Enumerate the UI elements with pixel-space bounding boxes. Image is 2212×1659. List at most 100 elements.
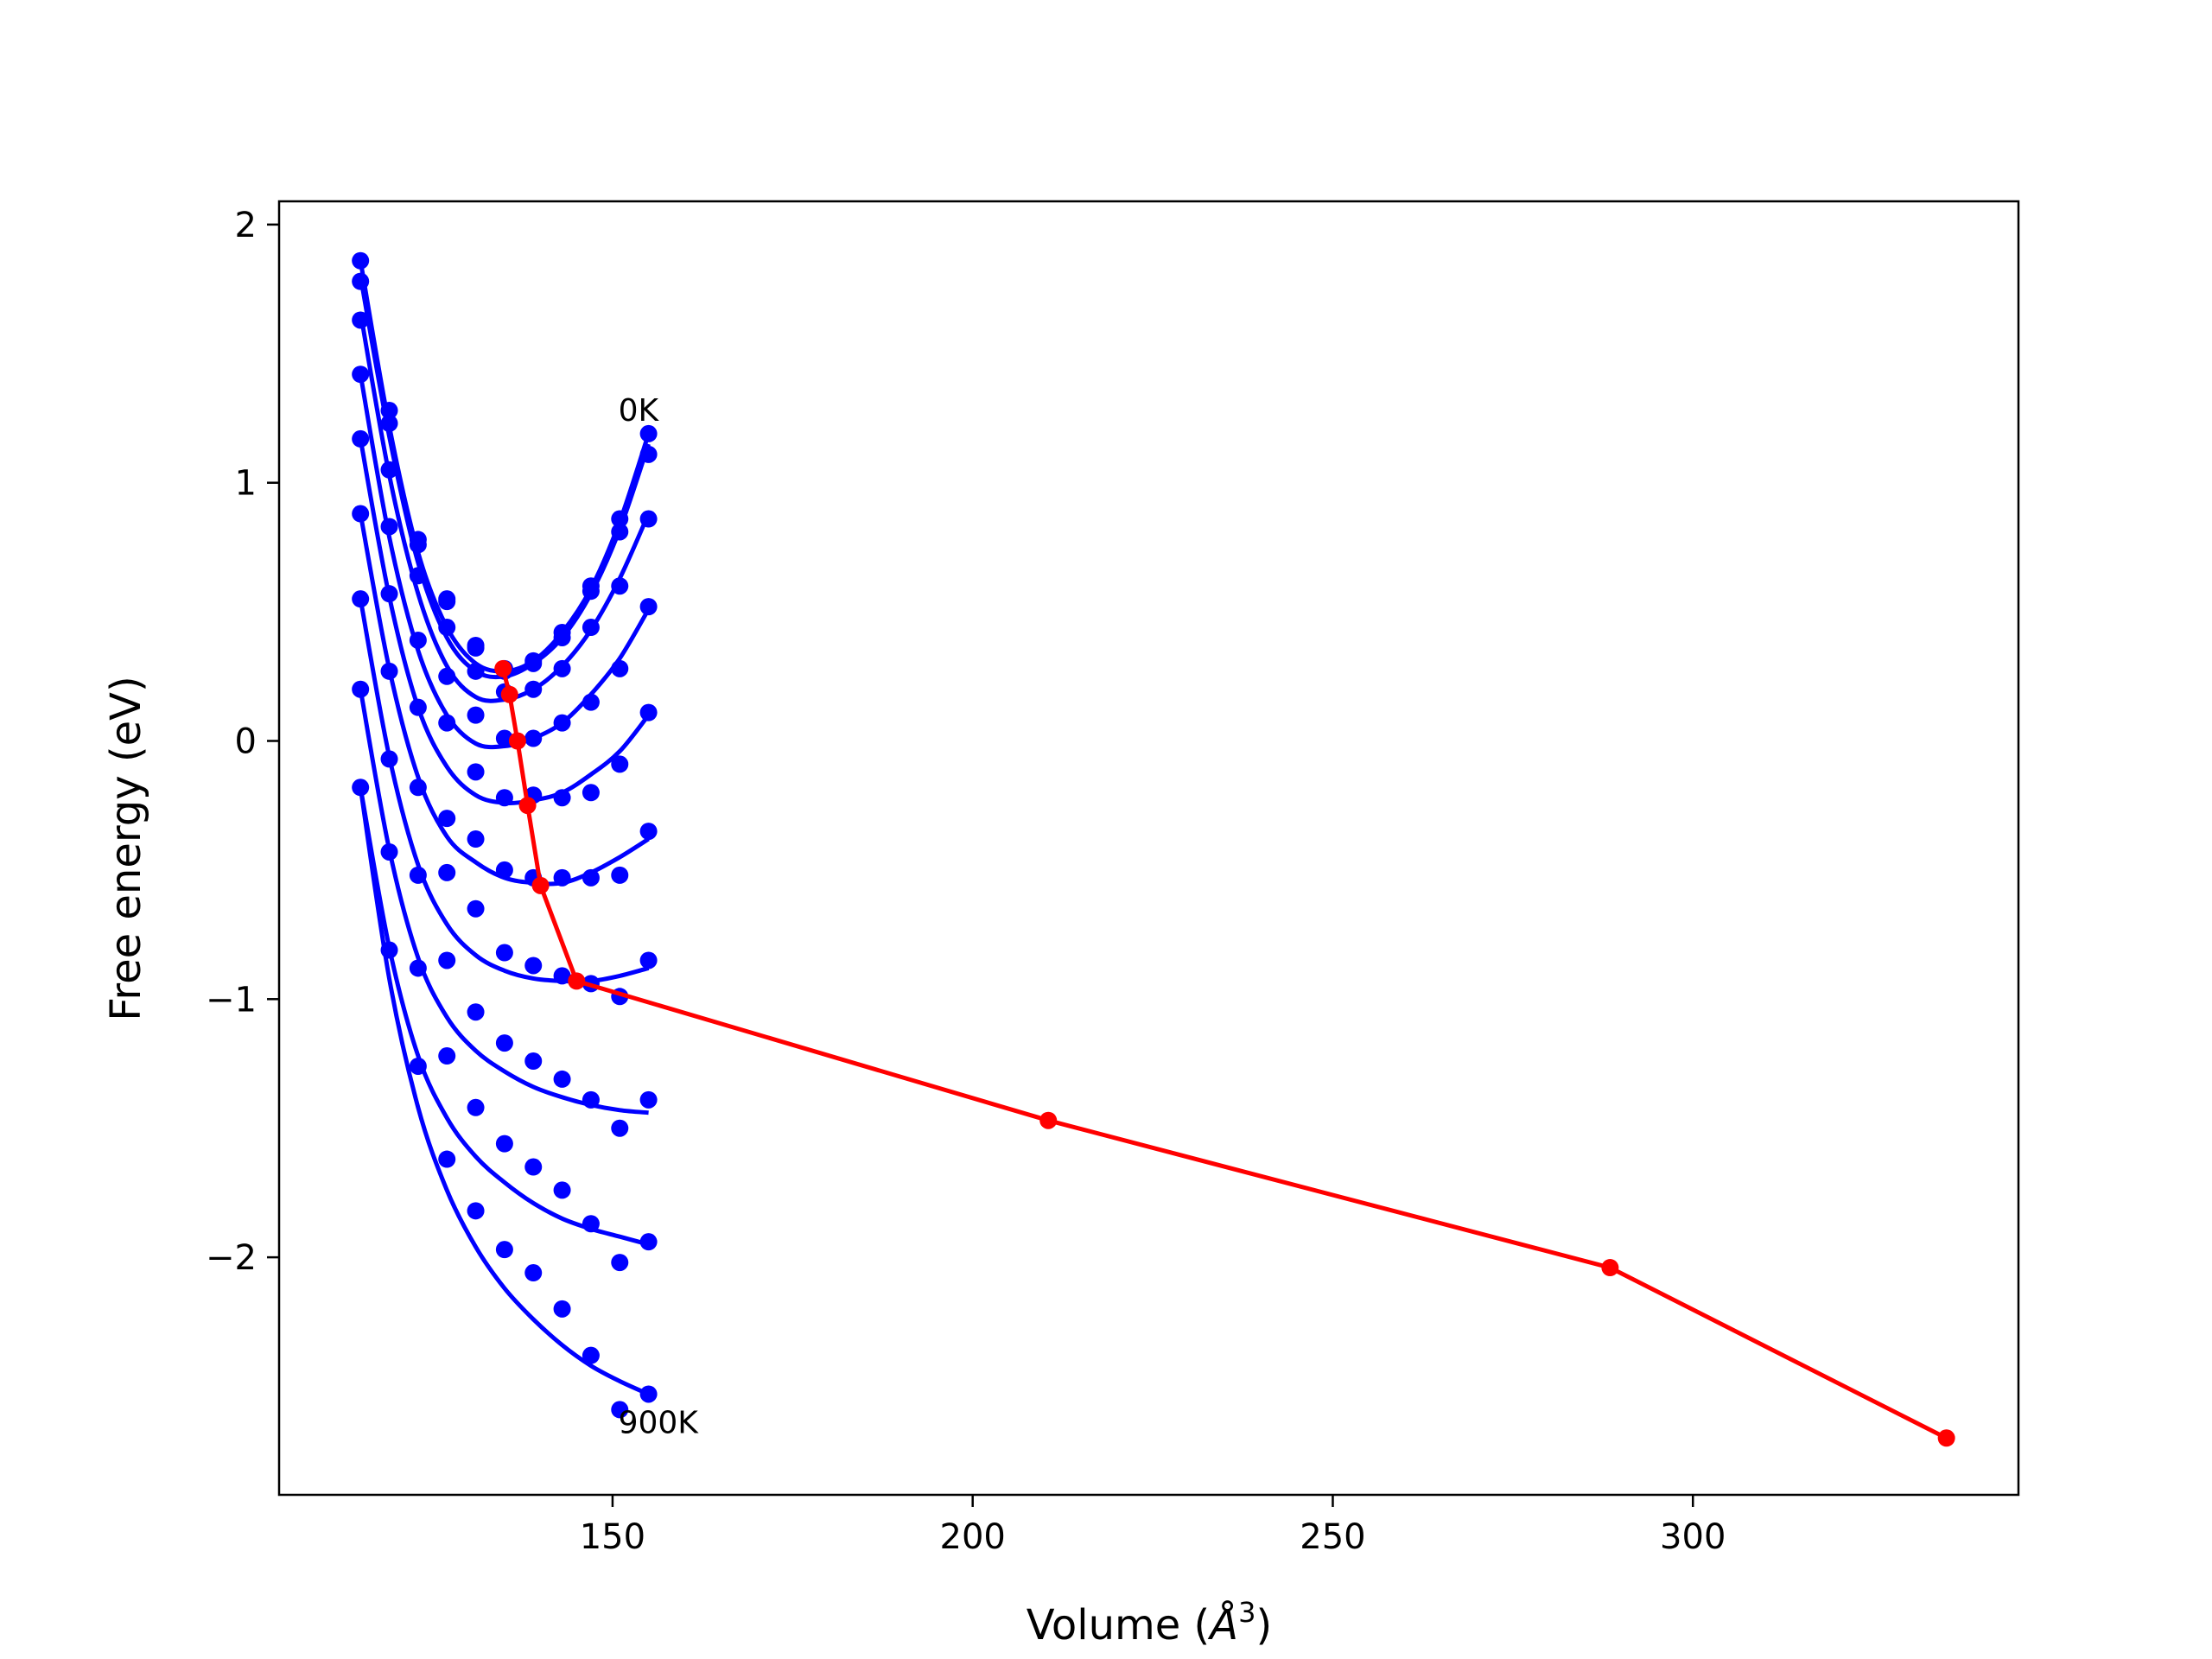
x-tick-label: 200	[940, 1517, 1006, 1557]
isotherm-data-point	[467, 1202, 485, 1220]
isotherm-data-point	[438, 1150, 456, 1168]
isotherm-data-point	[611, 659, 629, 677]
isotherm-data-point	[582, 868, 600, 887]
plot-content	[352, 251, 1955, 1447]
isotherm-data-point	[438, 810, 456, 828]
annotations: 0K 900K	[619, 393, 700, 1440]
isotherm-data-point	[438, 714, 456, 732]
isotherm-fit-curve	[358, 786, 650, 1396]
minimum-path-point	[568, 972, 586, 990]
isotherm-data-point	[409, 959, 427, 977]
minimum-path-point	[500, 685, 518, 703]
isotherm-data-point	[582, 1215, 600, 1233]
isotherm-data-point	[582, 784, 600, 802]
isotherm-data-point	[639, 1233, 658, 1251]
isotherm-data-point	[467, 1003, 485, 1021]
isotherm-data-point	[467, 662, 485, 680]
y-tick-label: −1	[206, 980, 257, 1020]
isotherm-data-point	[611, 577, 629, 595]
isotherm-data-point	[380, 585, 398, 603]
isotherm-data-point	[611, 866, 629, 884]
isotherm-data-point	[409, 567, 427, 585]
x-tick-label: 150	[580, 1517, 645, 1557]
isotherm-data-point	[582, 1090, 600, 1109]
plot-frame	[277, 200, 2020, 1497]
x-tick-label: 250	[1300, 1517, 1365, 1557]
minimum-path-line	[500, 668, 1948, 1440]
isotherm-data-point	[467, 763, 485, 781]
isotherm-data-point	[639, 424, 658, 442]
isotherm-data-point	[467, 830, 485, 849]
isotherm-data-point	[352, 311, 370, 329]
isotherm-data-point	[352, 505, 370, 523]
y-tick-label: 2	[235, 206, 257, 245]
isotherm-data-point	[467, 899, 485, 918]
isotherm-data-point	[639, 598, 658, 616]
isotherm-data-point	[553, 967, 571, 985]
isotherm-data-point	[553, 659, 571, 677]
isotherm-data-point	[495, 861, 513, 879]
isotherm-fit-curve	[358, 312, 651, 703]
isotherm-data-point	[639, 703, 658, 721]
isotherm-data-point	[524, 654, 543, 672]
isotherm-data-point	[409, 1057, 427, 1075]
isotherm-data-point	[380, 662, 398, 680]
isotherm-data-point	[380, 842, 398, 861]
isotherm-data-point	[639, 951, 658, 969]
y-axis: 2 1 0 −1 −2	[206, 206, 279, 1278]
isotherm-data-point	[409, 631, 427, 649]
minimum-path-point	[494, 659, 512, 677]
isotherm-data-point	[380, 750, 398, 768]
isotherm-data-point	[553, 714, 571, 732]
x-axis: 150 200 250 300	[580, 1495, 1726, 1557]
isotherm-data-point	[582, 619, 600, 637]
minimum-path-point	[1601, 1259, 1619, 1277]
isotherm-data-point	[524, 680, 543, 698]
x-axis-label: Volume (Å3)	[1027, 1596, 1272, 1649]
minimum-path-point	[1039, 1111, 1058, 1129]
minimum-path-point	[508, 732, 526, 750]
isotherm-data-point	[409, 779, 427, 797]
isotherm-data-point	[639, 1090, 658, 1109]
isotherm-fit-curve	[358, 438, 651, 805]
isotherm-data-point	[495, 1135, 513, 1153]
isotherm-data-point	[352, 590, 370, 608]
isotherm-data-point	[495, 1241, 513, 1259]
isotherm-data-point	[553, 789, 571, 807]
isotherm-fit-curve	[358, 276, 651, 680]
isotherm-data-point	[467, 706, 485, 724]
isotherm-data-point	[639, 1385, 658, 1403]
isotherm-fit-curve	[358, 373, 651, 750]
minimum-path-point	[1937, 1429, 1955, 1447]
isotherm-data-point	[409, 866, 427, 884]
isotherm-data-point	[611, 523, 629, 541]
isotherm-data-point	[380, 414, 398, 432]
y-axis-label: Free energy (eV)	[102, 676, 150, 1020]
minimum-path-point	[531, 876, 550, 894]
isotherm-data-point	[553, 1070, 571, 1088]
isotherm-data-point	[582, 693, 600, 711]
isotherm-data-point	[639, 445, 658, 463]
isotherm-data-point	[438, 619, 456, 637]
isotherm-data-point	[352, 429, 370, 448]
isotherm-data-point	[380, 461, 398, 479]
isotherm-data-point	[524, 957, 543, 975]
isotherm-data-point	[553, 628, 571, 646]
isotherm-data-point	[639, 823, 658, 841]
isotherm-data-point	[495, 729, 513, 747]
isotherm-data-point	[438, 863, 456, 881]
isotherm-data-point	[495, 789, 513, 807]
isotherm-data-point	[438, 667, 456, 685]
isotherm-data-point	[409, 698, 427, 716]
isotherm-data-point	[582, 582, 600, 601]
minimum-path-point	[518, 797, 537, 815]
isotherm-data-point	[352, 365, 370, 384]
isotherm-data-point	[495, 1034, 513, 1052]
isotherm-data-point	[582, 1346, 600, 1364]
isotherm-fit-curve	[358, 786, 650, 1247]
isotherm-data-point	[611, 1401, 629, 1419]
isotherm-data-point	[352, 272, 370, 290]
isotherm-data-point	[438, 593, 456, 611]
isotherm-data-point	[553, 1300, 571, 1318]
